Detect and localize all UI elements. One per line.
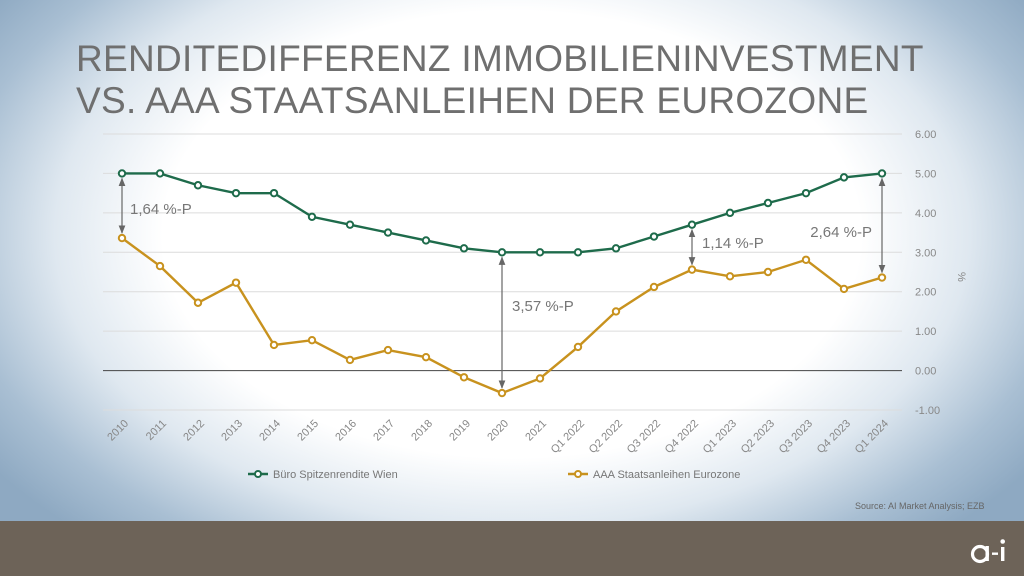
chart-title-line-2: VS. AAA STAATSANLEIHEN DER EUROZONE <box>76 80 869 121</box>
legend-marker <box>254 470 262 478</box>
x-tick-label: 2018 <box>409 418 435 444</box>
data-point-buero <box>421 236 431 245</box>
y-tick-label: -1.00 <box>915 405 940 417</box>
data-point-buero <box>687 220 697 229</box>
data-point-buero <box>573 248 583 257</box>
x-tick-label: Q1 2023 <box>701 418 739 456</box>
data-point-buero <box>269 188 279 198</box>
data-point-aaa <box>535 374 545 383</box>
data-point-buero <box>763 198 773 208</box>
data-point-buero <box>649 232 659 241</box>
data-point-buero <box>231 188 241 198</box>
legend-marker <box>574 470 582 478</box>
data-point-aaa <box>459 373 469 382</box>
data-point-buero <box>117 169 127 178</box>
data-point-buero <box>611 244 621 253</box>
data-point-buero <box>193 181 203 190</box>
line-chart: -1.00 0.00 1.00 2.00 3.00 4.00 5.00 6.00% 2010 20… <box>103 129 967 481</box>
data-point-aaa <box>839 284 849 294</box>
x-tick-label: 2015 <box>295 418 321 444</box>
y-tick-label: 0.00 <box>915 366 936 378</box>
data-point-aaa <box>801 255 811 264</box>
data-point-buero <box>345 220 355 229</box>
data-point-buero <box>725 208 735 218</box>
chart-title: RENDITEDIFFERENZ IMMOBILIENINVESTMENT VS… <box>76 38 924 122</box>
x-tick-label: 2013 <box>219 418 245 444</box>
x-tick-label: 2016 <box>333 418 359 444</box>
data-point-aaa <box>421 352 431 362</box>
data-point-buero <box>307 212 317 222</box>
data-point-aaa <box>877 273 887 282</box>
data-point-aaa <box>383 345 393 355</box>
data-point-aaa <box>155 261 165 271</box>
difference-label: 3,57 %-P <box>512 298 574 315</box>
difference-label: 1,64 %-P <box>130 201 192 218</box>
data-point-aaa <box>307 336 317 345</box>
legend-label: AAA Staatsanleihen Eurozone <box>593 469 740 481</box>
x-tick-label: Q4 2022 <box>663 418 701 456</box>
x-tick-label: Q1 2024 <box>853 418 891 456</box>
x-tick-label: Q3 2023 <box>777 418 815 456</box>
data-point-buero <box>877 169 887 178</box>
x-tick-label: 2021 <box>523 418 549 444</box>
data-point-aaa <box>687 265 697 274</box>
y-tick-label: 6.00 <box>915 129 936 141</box>
data-point-aaa <box>117 233 127 243</box>
difference-label: 2,64 %-P <box>810 224 872 241</box>
data-point-aaa <box>763 267 773 277</box>
data-point-buero <box>459 244 469 253</box>
difference-label: 1,14 %-P <box>702 235 764 252</box>
data-point-buero <box>497 248 507 257</box>
data-point-buero <box>383 228 393 237</box>
y-tick-label: 1.00 <box>915 326 936 338</box>
data-point-aaa <box>345 355 355 365</box>
data-point-buero <box>839 173 849 182</box>
data-point-aaa <box>611 307 621 316</box>
x-tick-label: Q1 2022 <box>549 418 587 456</box>
legend-label: Büro Spitzenrendite Wien <box>273 469 398 481</box>
data-point-aaa <box>193 298 203 307</box>
slide-background <box>0 0 1024 521</box>
x-tick-label: 2010 <box>105 418 131 444</box>
ai-logo <box>970 539 1005 564</box>
y-tick-label: 4.00 <box>915 208 936 220</box>
x-tick-label: 2012 <box>181 418 207 444</box>
x-tick-label: Q3 2022 <box>625 418 663 456</box>
x-tick-label: Q4 2023 <box>815 418 853 456</box>
x-tick-label: 2017 <box>371 418 397 444</box>
data-point-aaa <box>269 340 279 350</box>
x-tick-label: Q2 2022 <box>587 418 625 456</box>
data-point-aaa <box>497 388 507 398</box>
x-tick-label: 2014 <box>257 418 283 444</box>
x-tick-label: 2020 <box>485 418 511 444</box>
x-tick-label: 2011 <box>144 418 169 443</box>
y-tick-label: 5.00 <box>915 168 936 180</box>
footer-bar <box>0 521 1024 576</box>
data-point-buero <box>155 169 165 178</box>
data-point-aaa <box>573 342 583 352</box>
data-point-buero <box>535 248 545 257</box>
data-point-aaa <box>649 282 659 292</box>
y-tick-label: 2.00 <box>915 287 936 299</box>
data-point-buero <box>801 188 811 198</box>
chart-title-line-1: RENDITEDIFFERENZ IMMOBILIENINVESTMENT <box>76 38 924 79</box>
data-point-aaa <box>725 272 735 281</box>
x-tick-label: 2019 <box>447 418 473 444</box>
y-axis-label: % <box>955 272 967 282</box>
y-tick-label: 3.00 <box>915 247 936 259</box>
x-tick-label: Q2 2023 <box>739 418 777 456</box>
source-note: Source: AI Market Analysis; EZB <box>855 501 985 511</box>
data-point-aaa <box>231 278 241 287</box>
